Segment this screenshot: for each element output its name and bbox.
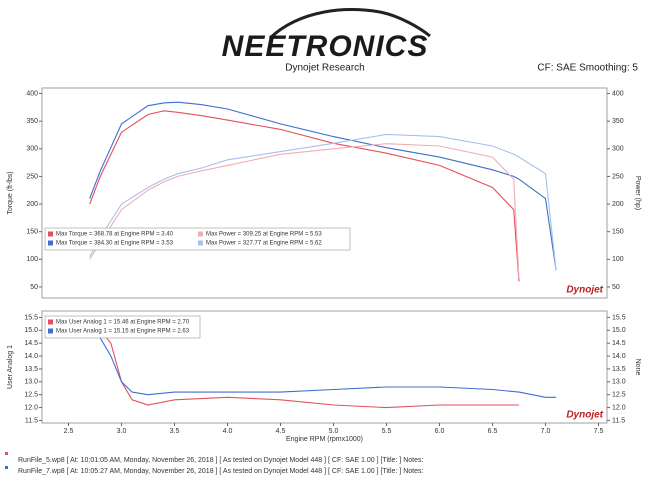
- y2-axis-label: None: [634, 359, 641, 376]
- legend-label: Max Torque = 384.30 at Engine RPM = 3.53: [56, 241, 174, 247]
- y-tick-label: 200: [26, 201, 38, 208]
- y2-tick-label: 15.0: [612, 327, 626, 334]
- x-tick-label: 7.5: [594, 428, 604, 435]
- plot-area: [41, 310, 608, 424]
- series-line: [89, 143, 520, 279]
- watermark: Dynojet: [566, 285, 603, 296]
- y2-tick-label: 14.0: [612, 353, 626, 360]
- x-tick-label: 5.0: [329, 428, 339, 435]
- y-tick-label: 400: [26, 90, 38, 97]
- legend-box: [44, 227, 351, 251]
- series-line: [89, 110, 520, 282]
- legend-swatch: [48, 231, 53, 237]
- y2-tick-label: 100: [612, 256, 624, 263]
- x-tick-label: 4.5: [276, 428, 286, 435]
- legend-box: [44, 315, 201, 339]
- logo-car: [268, 8, 431, 40]
- x-tick-label: 3.0: [117, 428, 127, 435]
- run-marker: [5, 452, 8, 455]
- y-tick-label: 13.5: [24, 366, 38, 373]
- y-axis-label: User Analog 1: [7, 345, 14, 389]
- legend-label: Max Power = 309.25 at Engine RPM = 5.53: [206, 232, 322, 238]
- y-tick-label: 100: [26, 256, 38, 263]
- plot-area: [41, 87, 608, 299]
- x-tick-label: 6.0: [435, 428, 445, 435]
- run-marker: [5, 466, 8, 469]
- x-axis-label: Engine RPM (rpmx1000): [286, 436, 363, 443]
- y2-tick-label: 300: [612, 146, 624, 153]
- series-line: [89, 319, 557, 398]
- y2-tick-label: 11.5: [612, 417, 625, 424]
- series-line: [89, 101, 557, 271]
- y-tick-label: 15.0: [24, 327, 38, 334]
- legend-swatch: [48, 319, 53, 325]
- y-tick-label: 12.0: [24, 404, 38, 411]
- logo: NEETRONICS: [222, 30, 429, 63]
- y2-tick-label: 50: [612, 284, 620, 291]
- y-tick-label: 15.5: [24, 314, 38, 321]
- y-tick-label: 150: [26, 229, 38, 236]
- legend-label: Max User Analog 1 = 15.46 at Engine RPM …: [56, 320, 190, 326]
- run-info: RunFile_5.wp8 [ At: 10:01:05 AM, Monday,…: [18, 457, 423, 464]
- y2-tick-label: 350: [612, 118, 624, 125]
- y2-tick-label: 12.5: [612, 392, 626, 399]
- x-tick-label: 4.0: [223, 428, 233, 435]
- x-tick-label: 7.0: [541, 428, 551, 435]
- y2-tick-label: 14.5: [612, 340, 626, 347]
- legend-swatch: [48, 328, 53, 334]
- legend-swatch: [198, 240, 203, 246]
- y-tick-label: 13.0: [24, 379, 38, 386]
- watermark: Dynojet: [566, 410, 603, 421]
- y2-tick-label: 400: [612, 90, 624, 97]
- y-tick-label: 250: [26, 173, 38, 180]
- y2-tick-label: 15.5: [612, 314, 626, 321]
- y-tick-label: 50: [30, 284, 38, 291]
- y-tick-label: 14.0: [24, 353, 38, 360]
- series-line: [89, 133, 557, 271]
- x-tick-label: 3.5: [170, 428, 180, 435]
- y-tick-label: 12.5: [24, 392, 38, 399]
- y2-tick-label: 250: [612, 173, 624, 180]
- y2-axis-label: Power (hp): [634, 176, 641, 210]
- y2-tick-label: 13.5: [612, 366, 626, 373]
- legend-label: Max Power = 327.77 at Engine RPM = 5.62: [206, 241, 322, 247]
- y-tick-label: 11.5: [25, 417, 38, 424]
- subtitle: Dynojet Research: [285, 63, 364, 74]
- run-info: RunFile_7.wp8 [ At: 10:05:27 AM, Monday,…: [18, 468, 423, 475]
- settings: CF: SAE Smoothing: 5: [537, 63, 638, 74]
- y-tick-label: 350: [26, 118, 38, 125]
- legend-swatch: [198, 231, 203, 237]
- legend-swatch: [48, 240, 53, 246]
- y2-tick-label: 12.0: [612, 404, 626, 411]
- y-axis-label: Torque (ft-lbs): [7, 171, 14, 214]
- y2-tick-label: 13.0: [612, 379, 626, 386]
- legend-label: Max Torque = 368.78 at Engine RPM = 3.40: [56, 232, 174, 238]
- y-tick-label: 300: [26, 146, 38, 153]
- x-tick-label: 5.5: [382, 428, 392, 435]
- legend-label: Max User Analog 1 = 15.15 at Engine RPM …: [56, 329, 190, 335]
- y2-tick-label: 150: [612, 229, 624, 236]
- y-tick-label: 14.5: [24, 340, 38, 347]
- x-tick-label: 2.5: [64, 428, 74, 435]
- y2-tick-label: 200: [612, 201, 624, 208]
- x-tick-label: 6.5: [488, 428, 498, 435]
